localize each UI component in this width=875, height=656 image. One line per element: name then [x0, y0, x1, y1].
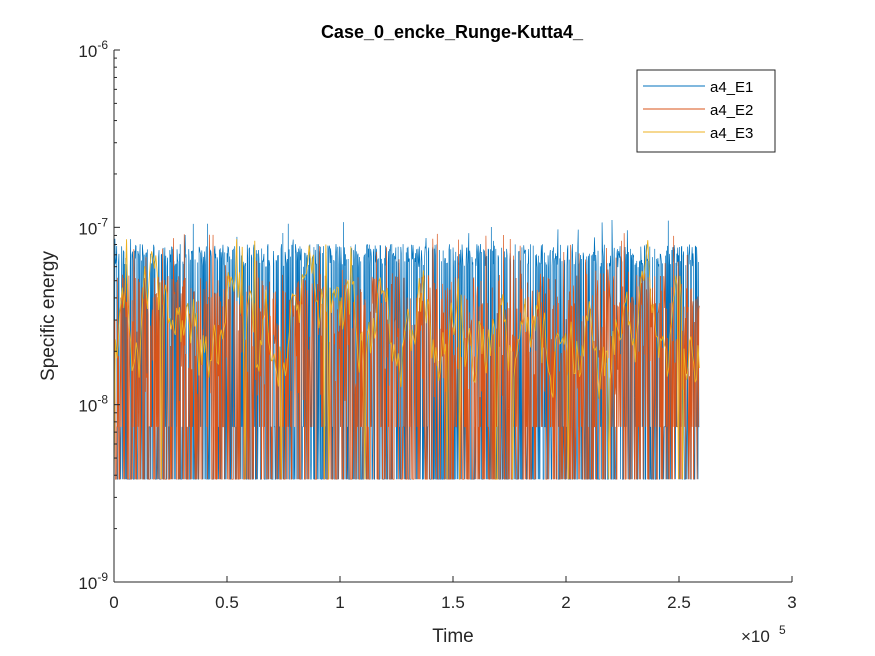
y-axis-label: Specific energy	[38, 251, 59, 381]
x-axis-label: Time	[432, 626, 474, 647]
y-tick-label: 10-8	[78, 393, 108, 416]
y-tick-base: 10	[78, 397, 97, 416]
x-tick-label: 1	[335, 593, 344, 612]
y-tick-label: 10-9	[78, 570, 108, 593]
y-ticks: 10-910-810-710-6	[78, 38, 120, 593]
y-tick-label: 10-6	[78, 38, 108, 61]
series-layer	[113, 220, 700, 480]
x-exponent-power: 5	[779, 623, 786, 637]
legend-label: a4_E2	[710, 102, 753, 119]
x-tick-label: 2	[561, 593, 570, 612]
legend-label: a4_E1	[710, 79, 753, 96]
legend-box	[636, 69, 776, 153]
legend-label: a4_E3	[710, 125, 753, 142]
x-tick-label: 0.5	[215, 593, 239, 612]
y-tick-label: 10-7	[78, 215, 108, 238]
chart-title: Case_0_encke_Runge-Kutta4_	[321, 22, 584, 42]
y-tick-base: 10	[78, 42, 97, 61]
y-tick-base: 10	[78, 574, 97, 593]
x-tick-label: 1.5	[441, 593, 465, 612]
y-tick-base: 10	[78, 219, 97, 238]
series-line-a4_E2	[113, 233, 700, 480]
x-tick-label: 2.5	[667, 593, 691, 612]
y-tick-exponent: -7	[97, 215, 108, 229]
x-tick-label: 0	[109, 593, 118, 612]
x-exponent: ×10 5	[741, 623, 786, 646]
y-tick-exponent: -9	[97, 570, 108, 584]
y-tick-exponent: -8	[97, 393, 108, 407]
series-line-a4_E3	[113, 239, 700, 480]
y-tick-exponent: -6	[97, 38, 108, 52]
x-tick-label: 3	[787, 593, 796, 612]
legend: a4_E1 a4_E2 a4_E3	[636, 69, 776, 153]
x-exponent-base: ×10	[741, 627, 770, 646]
x-ticks: 0 0.5 1 1.5 2 2.5 3	[109, 576, 797, 612]
